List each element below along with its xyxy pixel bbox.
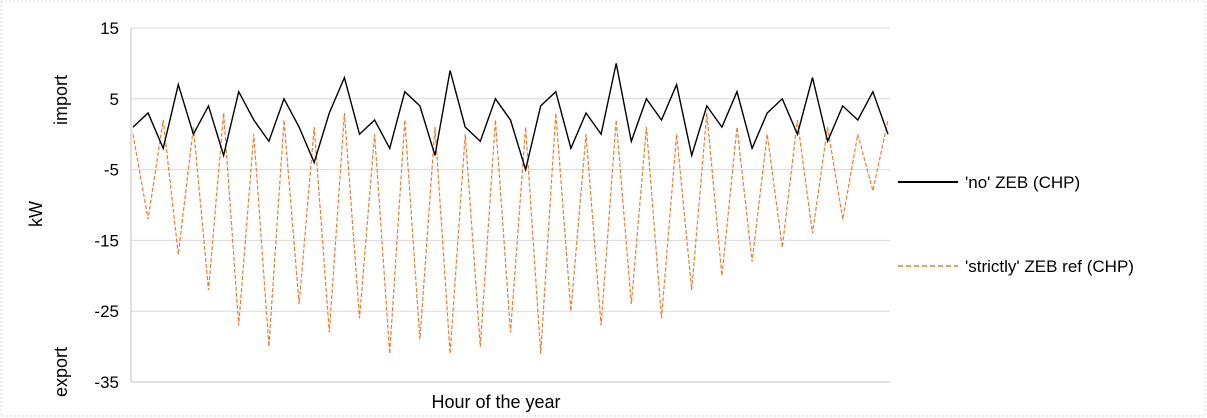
y-tick-label: -35 <box>94 373 119 392</box>
plot-area <box>132 63 889 354</box>
x-axis-label: Hour of the year <box>431 392 560 412</box>
y-side-label-import: import <box>51 75 71 125</box>
gridlines <box>131 27 890 312</box>
y-tick-label: 5 <box>110 90 119 109</box>
legend: 'no' ZEB (CHP) 'strictly' ZEB ref (CHP) <box>898 173 1134 276</box>
y-side-label-export: export <box>51 347 71 397</box>
legend-label-no-zeb: 'no' ZEB (CHP) <box>965 173 1080 192</box>
y-axis-label: kW <box>26 201 46 227</box>
series-line-strictly-zeb <box>132 112 889 354</box>
series-line-no-zeb <box>132 63 889 173</box>
y-tick-labels: 15 5 -5 -15 -25 -35 <box>94 19 119 392</box>
y-tick-label: -25 <box>94 302 119 321</box>
legend-label-strictly-zeb: 'strictly' ZEB ref (CHP) <box>965 257 1134 276</box>
y-tick-label: 15 <box>100 19 119 38</box>
y-tick-label: -5 <box>104 161 119 180</box>
y-tick-label: -15 <box>94 231 119 250</box>
